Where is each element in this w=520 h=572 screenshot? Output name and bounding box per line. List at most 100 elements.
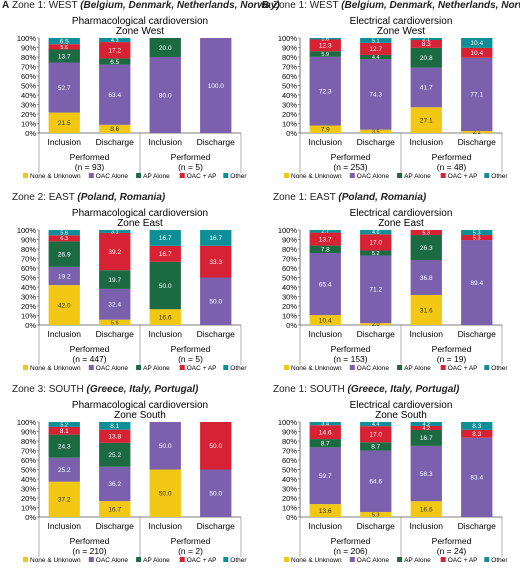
y-tick-label: 80% [282,245,297,254]
chart-subtitle: Zone West [116,26,164,37]
bar-segment [410,425,442,430]
zone-prefix: Zone 2: EAST [12,192,75,203]
data-label: 5.3 [473,230,481,236]
data-label: 42.0 [58,302,71,309]
panel-letter-b: B [262,0,270,11]
data-label: 19.2 [58,273,71,280]
group-n-label: (n = 206) [333,546,367,556]
y-tick-label: 60% [282,72,297,81]
x-tick-label: Inclusion [47,521,81,531]
legend-swatch [349,173,355,178]
legend-swatch [440,365,446,370]
data-label: 72.3 [319,88,332,95]
chart-title: Pharmacological cardioversion [72,400,208,411]
data-label: 25.2 [108,452,121,459]
chart-subtitle: Zone West [377,26,425,37]
bar-segment [309,245,341,253]
data-label: 5.2 [372,251,380,257]
zone-country: (Greece, Italy, Portugal) [347,384,460,395]
bar-segment [461,131,493,133]
legend-label: OAC + AP [187,173,217,180]
y-tick-label: 10% [282,504,297,513]
y-tick-label: 20% [21,302,36,311]
bar-segment [360,255,392,324]
y-tick-label: 10% [282,120,297,129]
bar-segment [200,469,232,517]
bar-segment [200,422,232,470]
y-tick-label: 0% [25,129,36,138]
bar-segment [309,230,341,233]
legend-label: Other [230,173,247,180]
x-tick-label: Discharge [96,329,135,339]
data-label: 6.5 [60,38,69,45]
data-label: 16.7 [420,435,433,442]
y-tick-label: 30% [21,101,36,110]
chart-subtitle: Zone East [378,218,424,229]
group-n-label: (n = 19) [437,354,467,364]
group-label: Performed [70,152,110,162]
bar-segment [309,39,341,52]
x-tick-label: Discharge [96,137,135,147]
bar-segment [461,230,493,236]
y-tick-label: 60% [282,264,297,273]
group-n-label: (n = 93) [75,162,105,172]
group-n-label: (n = 210) [72,546,106,556]
zone-title-east-a: Zone 2: EAST (Poland, Romania) [12,192,165,203]
bar-segment [309,439,341,448]
group-label: Performed [171,344,211,354]
bar-segment [309,232,341,246]
data-label: 5.1 [372,38,380,44]
legend-label: AP Alone [404,365,431,372]
data-label: 13.8 [108,434,121,441]
legend-swatch [397,173,403,178]
x-tick-label: Inclusion [308,137,342,147]
bar-segment [149,245,181,262]
y-tick-label: 80% [282,437,297,446]
bar-segment [360,422,392,427]
x-tick-label: Inclusion [308,329,342,339]
y-tick-label: 70% [282,447,297,456]
group-label: Performed [432,344,472,354]
bar-segment [48,112,80,133]
y-tick-label: 100% [278,418,298,427]
data-label: 50.0 [209,491,222,498]
zone-prefix: Zone 1: EAST [273,192,336,203]
bar-segment [309,51,341,57]
data-label: 5.6 [60,231,68,237]
legend-swatch [179,173,185,178]
data-label: 7.9 [321,127,330,134]
legend-swatch [484,557,490,562]
data-label: 31.6 [420,307,433,314]
bar-segment [99,422,131,430]
zone-prefix: Zone 1: WEST [12,0,78,11]
data-label: 2.0 [372,322,380,328]
bar-segment [461,437,493,517]
bar-segment [48,49,80,63]
data-label: 64.6 [369,479,382,486]
x-tick-label: Discharge [357,521,396,531]
bar-segment [410,230,442,236]
group-label: Performed [171,152,211,162]
data-label: 12.3 [319,43,332,50]
bar-segment [410,422,442,426]
x-tick-label: Discharge [458,137,497,147]
data-label: 27.1 [420,117,433,124]
legend-swatch [440,557,446,562]
data-label: 33.3 [209,259,222,266]
bar-segment [461,422,493,430]
y-tick-label: 40% [21,475,36,484]
y-tick-label: 20% [282,494,297,503]
bar-segment [461,38,493,48]
zone-prefix: Zone 1: SOUTH [273,384,345,395]
bar-segment [149,230,181,246]
x-tick-label: Inclusion [409,329,443,339]
data-label: 16.6 [159,314,172,321]
group-n-label: (n = 2) [178,546,203,556]
legend-swatch [23,173,28,178]
group-n-label: (n = 5) [178,354,203,364]
bar-segment [309,38,341,40]
bar-segment [309,315,341,325]
bar-segment [149,57,181,133]
bar-segment [360,42,392,55]
legend-label: Other [491,557,508,564]
